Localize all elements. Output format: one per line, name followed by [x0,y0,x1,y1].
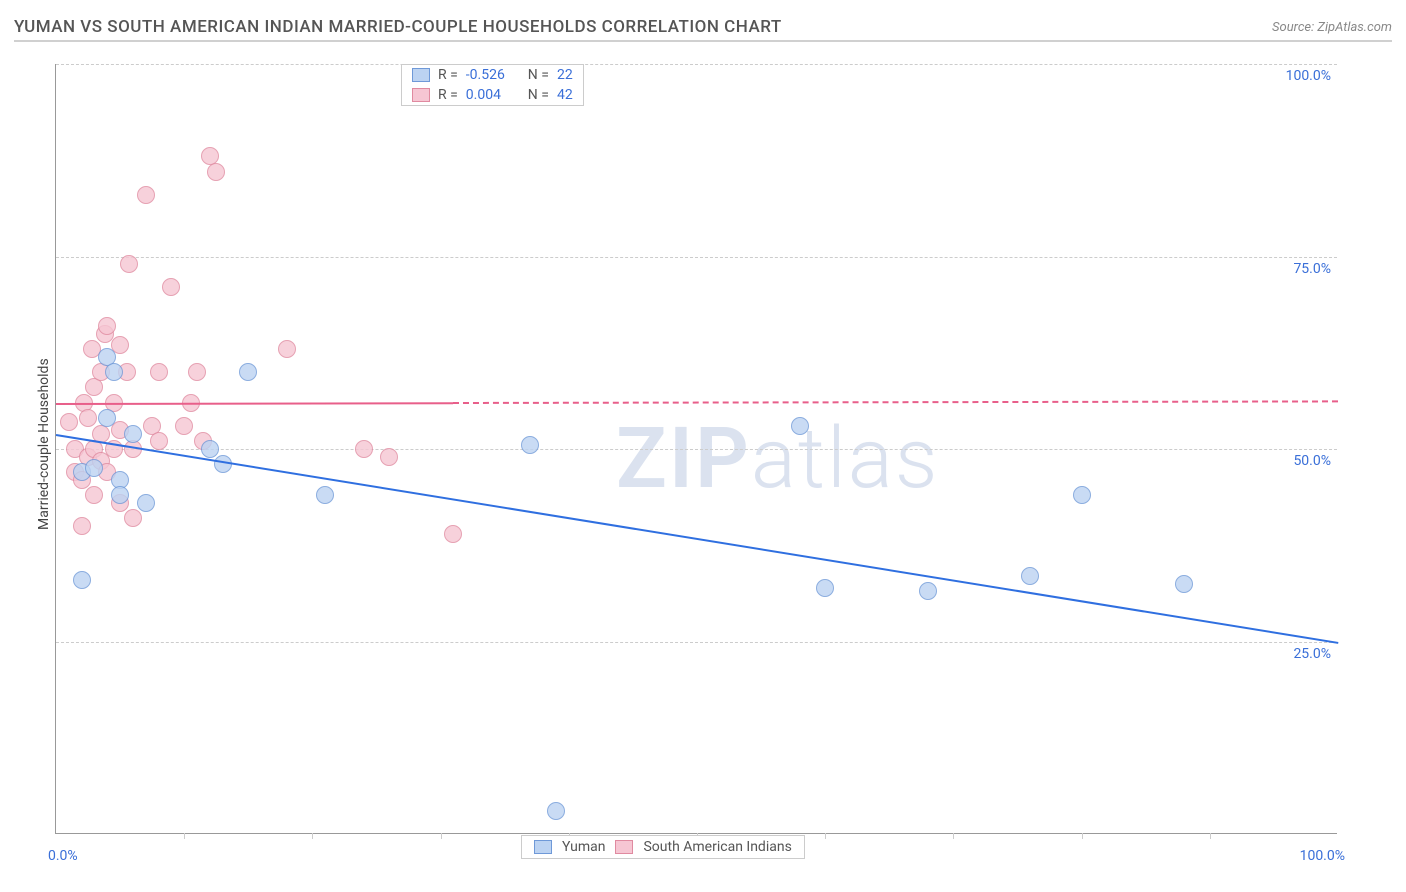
gridline-horizontal [56,449,1337,450]
stat-r-label: R = [438,67,458,83]
stat-n-value: 22 [557,67,573,83]
x-minor-tick [312,833,313,839]
scatter-point [207,163,225,181]
y-tick-label: 100.0% [1286,68,1331,84]
scatter-point [120,255,138,273]
scatter-point [547,802,565,820]
stat-r-value: 0.004 [466,87,520,103]
series-swatch [412,88,430,102]
scatter-point [175,417,193,435]
x-minor-tick [1082,833,1083,839]
gridline-horizontal [56,642,1337,643]
scatter-point [1073,486,1091,504]
series-name: South American Indians [643,839,791,855]
y-tick-label: 75.0% [1293,261,1331,277]
stat-n-label: N = [528,87,549,103]
scatter-point [73,571,91,589]
x-tick-label: 0.0% [48,848,78,864]
scatter-point [816,579,834,597]
scatter-point [137,494,155,512]
scatter-point [85,486,103,504]
scatter-point [278,340,296,358]
x-minor-tick [953,833,954,839]
scatter-point [111,486,129,504]
x-tick-label: 100.0% [1300,848,1345,864]
scatter-point [150,432,168,450]
scatter-point [791,417,809,435]
scatter-point [60,413,78,431]
stat-n-label: N = [528,67,549,83]
scatter-point [137,186,155,204]
scatter-point [521,436,539,454]
series-swatch [534,840,552,854]
x-minor-tick [184,833,185,839]
source-attribution: Source: ZipAtlas.com [1272,20,1392,35]
scatter-point [919,582,937,600]
series-swatch [615,840,633,854]
plot-area: ZIPatlas 25.0%50.0%75.0%100.0%0.0%100.0%… [55,64,1337,834]
stat-r-value: -0.526 [466,67,520,83]
scatter-point [162,278,180,296]
gridline-horizontal [56,257,1337,258]
scatter-point [239,363,257,381]
scatter-point [380,448,398,466]
header-bar: YUMAN VS SOUTH AMERICAN INDIAN MARRIED-C… [14,14,1392,42]
scatter-point [188,363,206,381]
y-tick-label: 50.0% [1293,453,1331,469]
stats-legend: R = -0.526 N = 22 R = 0.004 N = 42 [401,64,584,106]
y-tick-label: 25.0% [1293,646,1331,662]
scatter-point [98,409,116,427]
x-minor-tick [1210,833,1211,839]
scatter-point [201,440,219,458]
scatter-point [79,409,97,427]
series-legend: Yuman South American Indians [521,835,805,859]
scatter-point [124,425,142,443]
scatter-point [98,317,116,335]
x-minor-tick [441,833,442,839]
stat-r-label: R = [438,87,458,103]
stats-row: R = 0.004 N = 42 [402,85,583,105]
trend-line [453,400,1338,404]
series-name: Yuman [562,839,605,855]
chart-title: YUMAN VS SOUTH AMERICAN INDIAN MARRIED-C… [14,17,782,37]
scatter-point [85,459,103,477]
scatter-point [444,525,462,543]
scatter-point [150,363,168,381]
scatter-point [1175,575,1193,593]
scatter-point [85,378,103,396]
trend-line [56,434,1338,644]
watermark: ZIPatlas [616,409,939,508]
stats-row: R = -0.526 N = 22 [402,65,583,85]
series-swatch [412,68,430,82]
scatter-point [355,440,373,458]
scatter-point [73,517,91,535]
y-axis-label: Married-couple Households [36,358,52,530]
stat-n-value: 42 [557,87,573,103]
gridline-horizontal [56,64,1337,65]
trend-line [56,402,453,405]
scatter-point [124,509,142,527]
scatter-point [214,455,232,473]
scatter-point [105,363,123,381]
scatter-point [316,486,334,504]
x-minor-tick [825,833,826,839]
scatter-point [1021,567,1039,585]
